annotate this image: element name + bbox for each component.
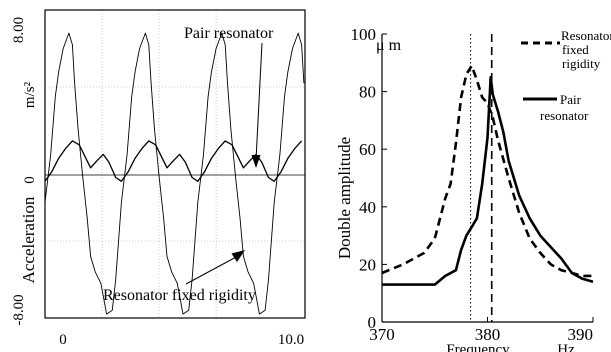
right-y-axis-label: Double amplitude [335,137,354,259]
annotation-resonator-fixed: Resonator fixed rigidity [103,287,256,304]
annotation-pair-arrowhead [251,155,261,168]
right-y-axis-unit: μ m [376,37,402,54]
right-y-tick-label-4: 80 [359,83,376,102]
legend: Resonator fixed rigidity Pair resonator [521,28,611,123]
right-ticks-group: 0 20 40 60 80 100 370 380 390 [351,25,594,344]
right-chart: 0 20 40 60 80 100 370 380 390 Double amplitude μ… [335,25,611,352]
legend-label-pair-resonator-line1: Pair [560,92,582,107]
right-x-tick-label-0: 370 [369,325,395,344]
left-y-axis-unit: m/s² [22,81,38,108]
right-x-axis-unit: Hz [557,342,575,352]
left-x-tick-label-0: 0 [59,332,67,348]
left-series-group [44,32,305,315]
right-x-tick-label-1: 380 [475,325,501,344]
legend-label-fixed-rigidity-line3: rigidity [562,56,601,71]
right-series-line-1 [382,75,594,286]
right-x-tick-label-2: 390 [568,325,594,344]
left-plot-frame [44,9,306,319]
left-y-tick-label-top: 8.00 [11,17,27,43]
legend-label-fixed-rigidity-line2: fixed [562,42,589,57]
left-x-tick-label-10: 10.0 [278,332,304,348]
left-series-line-0 [44,32,305,315]
left-chart: 8.00 0 -8.00 0 10.0 Acceleration m/s² Pa… [11,9,306,348]
left-y-tick-label-zero: 0 [22,176,38,184]
right-series-line-0 [381,64,593,278]
annotation-fixed-arrow-line [185,255,239,285]
right-y-tick-label-2: 40 [359,198,376,217]
right-y-tick-label-0: 0 [368,313,377,332]
annotation-fixed-arrowhead [231,250,245,262]
right-y-tick-label-5: 100 [351,25,377,44]
annotation-pair-arrow-line [255,42,263,161]
legend-label-pair-resonator-line2: resonator [540,108,589,123]
right-y-tick-label-3: 60 [359,140,376,159]
right-y-tick-label-1: 20 [359,255,376,274]
right-reference-lines [470,34,493,322]
left-y-axis-label: Acceleration [19,196,38,283]
left-y-tick-label-bottom: -8.00 [11,294,27,325]
right-x-axis-label: Frequency [446,342,510,352]
legend-label-fixed-rigidity-line1: Resonator [561,28,611,43]
left-grid [45,10,305,318]
annotation-pair-resonator: Pair resonator [184,25,274,42]
right-series-group [381,64,594,286]
